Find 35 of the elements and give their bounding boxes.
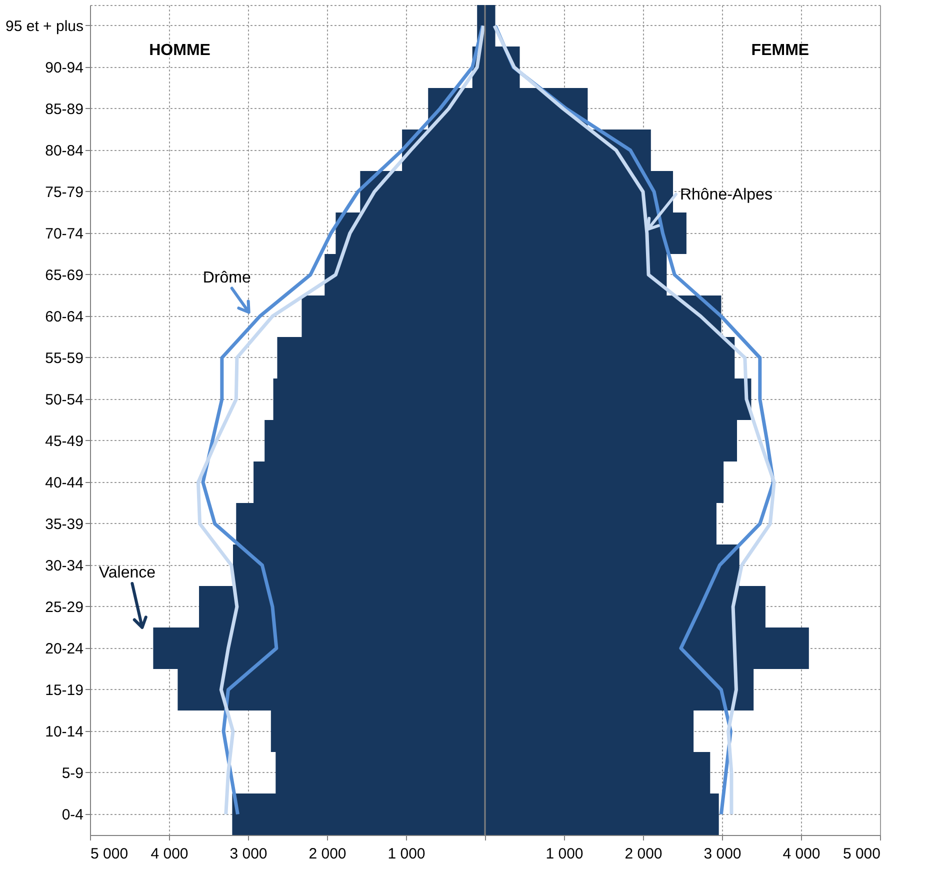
y-tick-label: 90-94	[45, 59, 84, 76]
x-tick-label: 1 000	[546, 846, 584, 862]
y-tick-label: 80-84	[45, 142, 84, 160]
y-tick-label: 25-29	[45, 598, 84, 616]
y-tick-label: 55-59	[45, 350, 84, 367]
x-tick-label: 3 000	[704, 846, 742, 862]
series-label: Drôme	[202, 269, 251, 286]
x-tick-label: 5 000	[842, 846, 880, 862]
x-tick-label: 2 000	[308, 846, 346, 862]
text: Rhône-Alpes	[680, 186, 772, 204]
y-tick-label: 5-9	[62, 764, 84, 782]
y-tick-label: 65-69	[45, 266, 84, 284]
y-tick-label: 70-74	[45, 225, 84, 242]
y-tick-label: 30-34	[45, 557, 84, 574]
y-tick-label: 0-4	[62, 806, 84, 824]
x-tick-label: 5 000	[90, 846, 128, 862]
x-tick-label: 1 000	[388, 846, 426, 862]
y-tick-label: 60-64	[45, 308, 84, 326]
annotation: FEMME	[751, 42, 810, 59]
annotation: HOMME	[149, 42, 211, 59]
y-tick-label: 75-79	[45, 184, 84, 201]
text: Valence	[98, 564, 156, 582]
y-tick-label: 50-54	[45, 391, 84, 408]
y-tick-label: 95 et + plus	[6, 18, 84, 35]
x-tick-label: 3 000	[230, 846, 268, 862]
y-tick-label: 45-49	[45, 432, 84, 450]
y-tick-label: 40-44	[45, 474, 84, 492]
x-tick-label: 4 000	[150, 846, 188, 862]
y-tick-label: 85-89	[45, 100, 84, 118]
y-tick-label: 15-19	[45, 682, 84, 699]
x-tick-label: 4 000	[782, 846, 820, 862]
y-tick-label: 20-24	[45, 640, 84, 658]
x-tick-label: 2 000	[624, 846, 662, 862]
y-tick-label: 10-14	[45, 723, 84, 740]
y-tick-label: 35-39	[45, 516, 84, 533]
